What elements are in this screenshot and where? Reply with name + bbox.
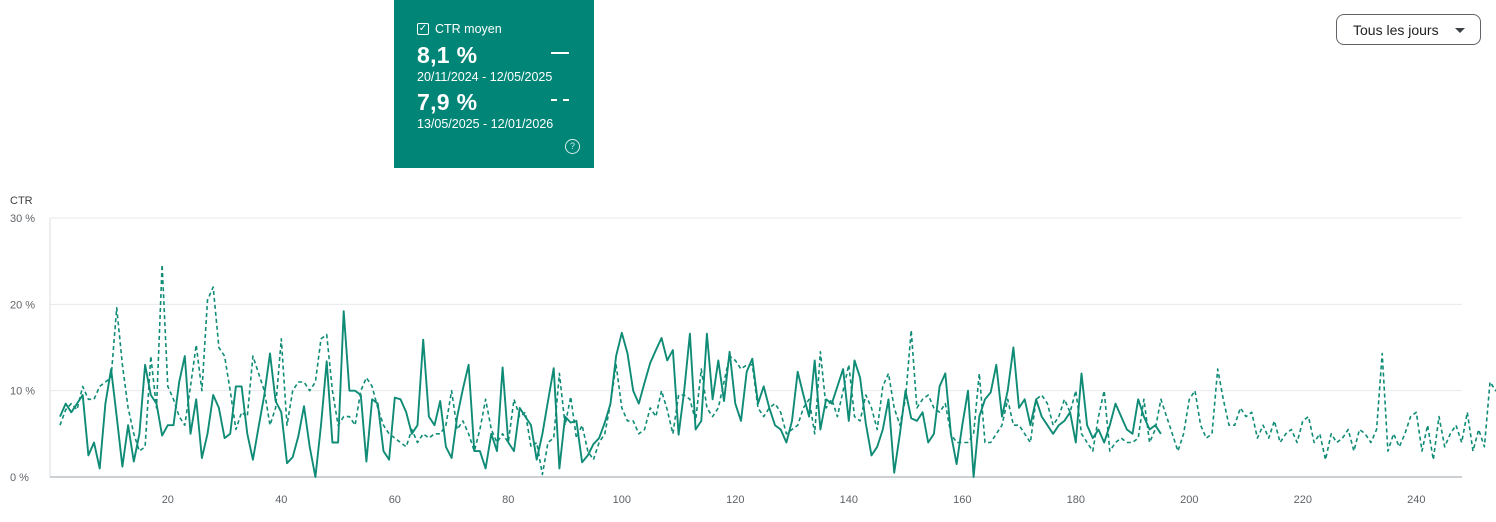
dropdown-label: Tous les jours [1353,21,1439,38]
current-period-value: 8,1 % [417,42,478,68]
current-period-range: 20/11/2024 - 12/05/2025 [417,70,553,84]
previous-period-range: 13/05/2025 - 12/01/2026 [417,117,554,131]
y-tick-label: 0 % [10,472,29,484]
dashed-line-legend [551,99,569,101]
x-tick-labels: 20 40 60 80 100 120 140 160 180 200 220 240 [162,494,1426,506]
x-tick-label: 140 [840,494,858,506]
metric-card-title: CTR moyen [435,22,502,36]
ctr-checkbox[interactable]: ✓ [417,23,429,35]
current-period-line [59,310,1162,478]
x-tick-label: 160 [953,494,971,506]
previous-period-line [59,263,1496,476]
x-tick-label: 180 [1067,494,1085,506]
x-tick-label: 200 [1180,494,1198,506]
metric-card-header: ✓ CTR moyen [417,22,502,36]
y-tick-label: 10 % [10,386,35,398]
y-tick-labels: 0 % 10 % 20 % 30 % [10,213,35,484]
y-tick-label: 20 % [10,299,35,311]
solid-line-legend [551,52,569,54]
x-tick-label: 100 [613,494,631,506]
help-icon[interactable]: ? [565,139,580,154]
chart-grid [49,217,1462,478]
check-icon: ✓ [418,23,428,34]
caret-down-icon [1455,28,1465,33]
y-axis-title: CTR [10,195,33,207]
x-tick-label: 240 [1407,494,1425,506]
x-tick-label: 120 [726,494,744,506]
x-tick-label: 80 [502,494,514,506]
x-tick-label: 40 [275,494,287,506]
ctr-metric-card[interactable]: ✓ CTR moyen 8,1 % 20/11/2024 - 12/05/202… [394,0,594,168]
x-tick-label: 220 [1294,494,1312,506]
x-tick-label: 20 [162,494,174,506]
previous-period-value: 7,9 % [417,89,478,115]
x-tick-label: 60 [389,494,401,506]
day-filter-dropdown[interactable]: Tous les jours [1336,14,1481,45]
y-tick-label: 30 % [10,213,35,225]
chart-lines [59,263,1496,478]
